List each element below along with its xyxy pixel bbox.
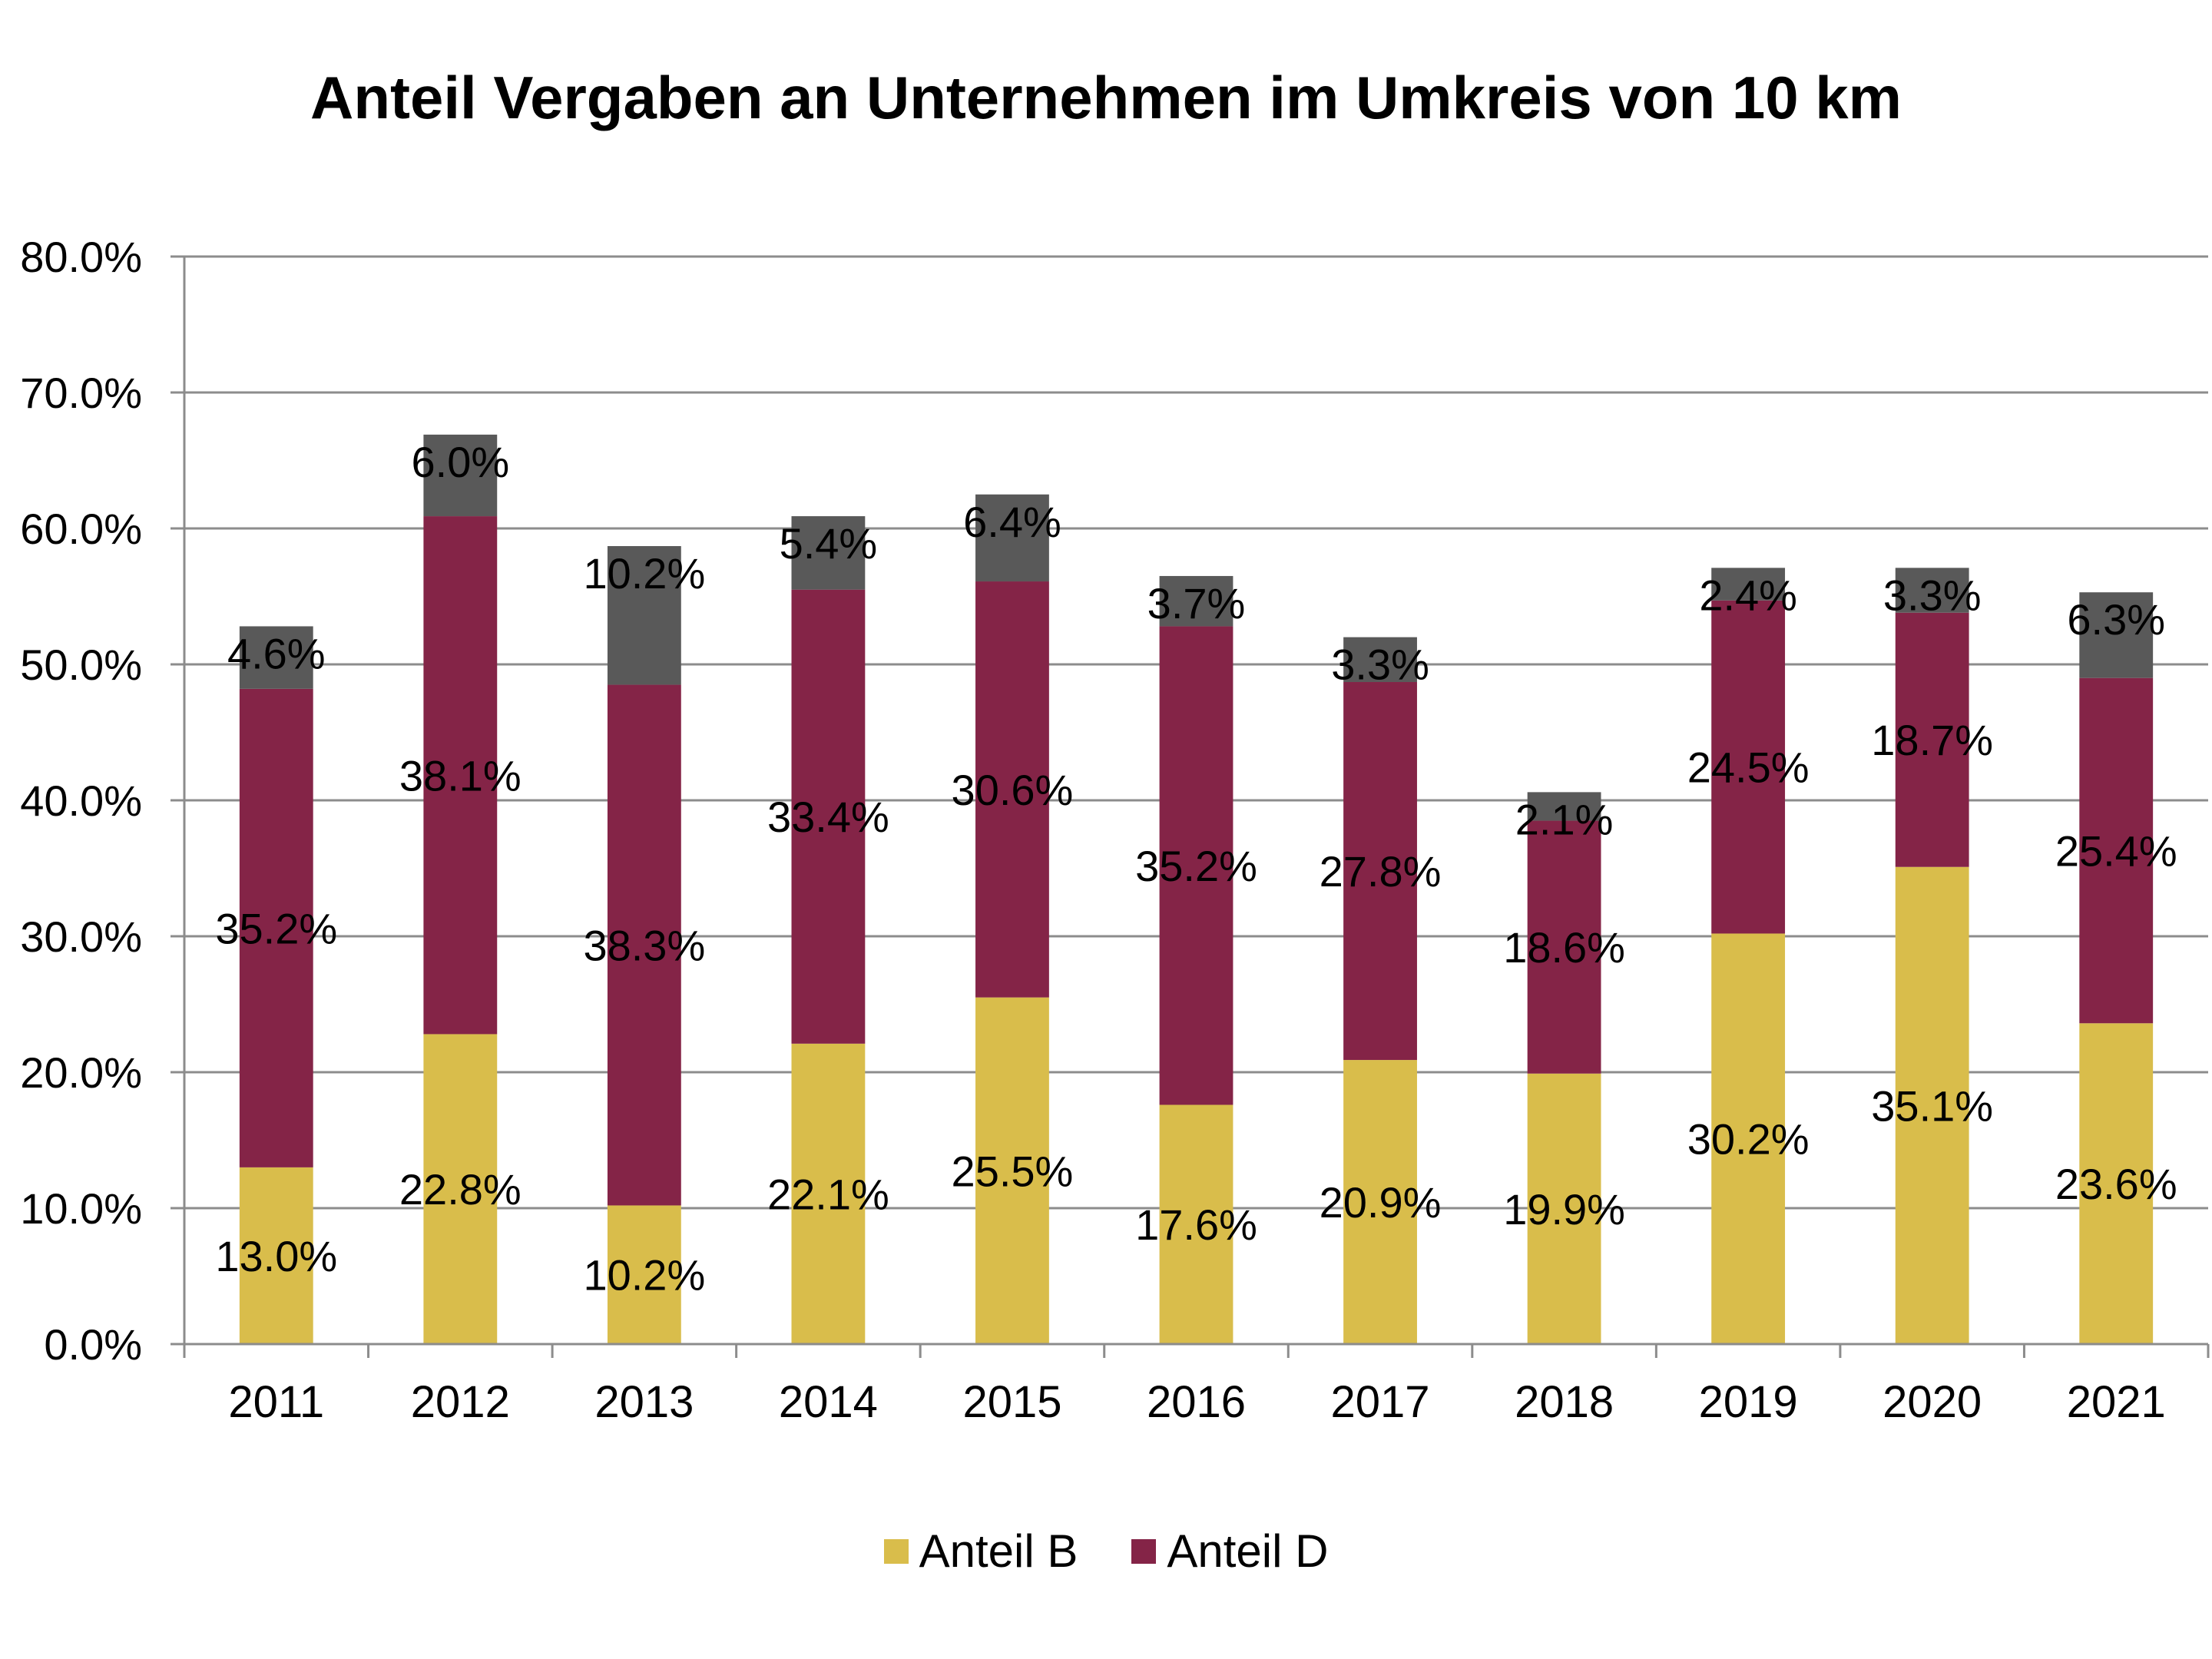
y-tick-label: 0.0% [44,1320,142,1369]
bar-anteil-b-2013 [607,1205,681,1344]
x-tick-label: 2017 [1331,1377,1430,1427]
x-tick-label: 2018 [1515,1377,1614,1427]
bar-anteil-b-2015 [975,997,1049,1344]
x-tick-label: 2021 [2067,1377,2166,1427]
data-label: 30.2% [1687,1115,1810,1164]
bar-rest-2012 [423,434,498,517]
data-label: 22.8% [399,1165,522,1214]
axes: 0.0% 10.0% 20.0% 30.0% 40.0% 50.0% 60.0% 70.0% 8… [20,233,2210,1427]
legend-swatch-anteil-b [883,1538,909,1564]
data-label: 33.4% [767,793,889,841]
bar-rest-2018 [1527,792,1601,821]
x-tick-label: 2013 [594,1377,694,1427]
x-tick-label: 2012 [411,1377,510,1427]
bar-anteil-b-2014 [791,1043,866,1344]
x-tick-label: 2015 [962,1377,1061,1427]
chart-title: Anteil Vergaben an Unternehmen im Umkrei… [310,64,1902,131]
bar-anteil-d-2013 [607,684,681,1206]
bar-anteil-b-2021 [2079,1023,2154,1344]
bar-anteil-d-2020 [1895,612,1969,867]
data-label: 3.3% [1331,641,1429,689]
y-tick-label: 60.0% [20,505,142,553]
data-label: 17.6% [1135,1200,1257,1249]
data-label: 25.5% [952,1147,1074,1195]
y-tick-label: 30.0% [20,912,142,961]
legend: Anteil B Anteil D [0,1525,2212,1578]
bar-rest-2014 [791,516,866,590]
y-tick-label: 50.0% [20,641,142,689]
x-tick-label: 2011 [228,1377,324,1427]
y-tick-label: 40.0% [20,777,142,825]
legend-item-anteil-d[interactable]: Anteil D [1131,1525,1328,1578]
bar-anteil-b-2019 [1711,933,1786,1344]
data-label: 2.1% [1515,795,1614,843]
bar-anteil-d-2012 [423,516,498,1035]
bar-anteil-d-2018 [1527,820,1601,1074]
legend-label-anteil-b: Anteil B [919,1525,1078,1577]
bar-anteil-d-2021 [2079,677,2154,1024]
data-label: 3.7% [1147,579,1246,628]
y-tick-label: 10.0% [20,1184,142,1233]
data-label: 18.7% [1871,716,1993,764]
data-label: 6.0% [411,438,509,486]
data-label: 38.3% [583,922,705,970]
data-label: 30.6% [952,766,1074,814]
data-label: 5.4% [780,519,878,568]
bar-anteil-b-2012 [423,1034,498,1344]
data-label: 13.0% [215,1232,337,1280]
data-label: 4.6% [227,629,326,677]
data-label: 19.9% [1503,1185,1625,1233]
x-tick-label: 2020 [1883,1377,1982,1427]
bar-rest-2016 [1159,575,1233,627]
y-tick-label: 20.0% [20,1048,142,1097]
x-tick-label: 2019 [1699,1377,1798,1427]
data-label: 2.4% [1699,571,1797,619]
y-tick-label: 80.0% [20,233,142,281]
data-label: 23.6% [2055,1160,2177,1208]
data-label: 35.2% [1135,842,1257,890]
bar-rest-2019 [1711,568,1786,601]
bar-anteil-d-2014 [791,589,866,1044]
bar-rest-2011 [239,626,313,689]
bar-anteil-d-2015 [975,581,1049,998]
bar-anteil-d-2011 [239,688,313,1167]
x-tick-label: 2016 [1147,1377,1246,1427]
bar-anteil-b-2020 [1895,866,1969,1344]
data-label: 27.8% [1320,847,1442,896]
bar-rest-2021 [2079,592,2154,678]
bar-anteil-b-2018 [1527,1073,1601,1344]
bar-rest-2020 [1895,568,1969,613]
bar-anteil-d-2016 [1159,626,1233,1105]
data-label: 35.2% [215,904,337,952]
data-label: 3.3% [1883,571,1982,619]
y-tick-label: 70.0% [20,369,142,417]
bars [239,434,2154,1344]
data-label: 18.6% [1503,923,1625,972]
bar-rest-2013 [607,546,681,685]
legend-item-anteil-b[interactable]: Anteil B [883,1525,1078,1578]
bar-rest-2017 [1343,637,1417,683]
data-label: 10.2% [583,1251,705,1300]
bar-anteil-b-2011 [239,1167,313,1344]
legend-label-anteil-d: Anteil D [1167,1525,1329,1577]
data-label: 6.4% [963,498,1061,546]
data-label: 38.1% [399,751,522,800]
data-label: 6.3% [2067,595,2165,644]
legend-swatch-anteil-d [1131,1538,1157,1564]
bar-anteil-d-2019 [1711,600,1786,934]
bar-anteil-b-2017 [1343,1060,1417,1344]
bar-rest-2015 [975,494,1049,582]
data-label: 25.4% [2055,826,2177,875]
data-label: 22.1% [767,1170,889,1218]
x-tick-label: 2014 [779,1377,878,1427]
bar-anteil-d-2017 [1343,682,1417,1061]
data-label: 10.2% [583,549,705,598]
data-label: 20.9% [1320,1178,1442,1227]
data-label: 24.5% [1687,743,1810,792]
data-labels: 13.0% 35.2% 4.6% 22.8% 38.1% 6.0% 10.2% 38.3% 10… [215,438,2177,1300]
data-label: 35.1% [1871,1081,1993,1130]
bar-anteil-b-2016 [1159,1104,1233,1344]
